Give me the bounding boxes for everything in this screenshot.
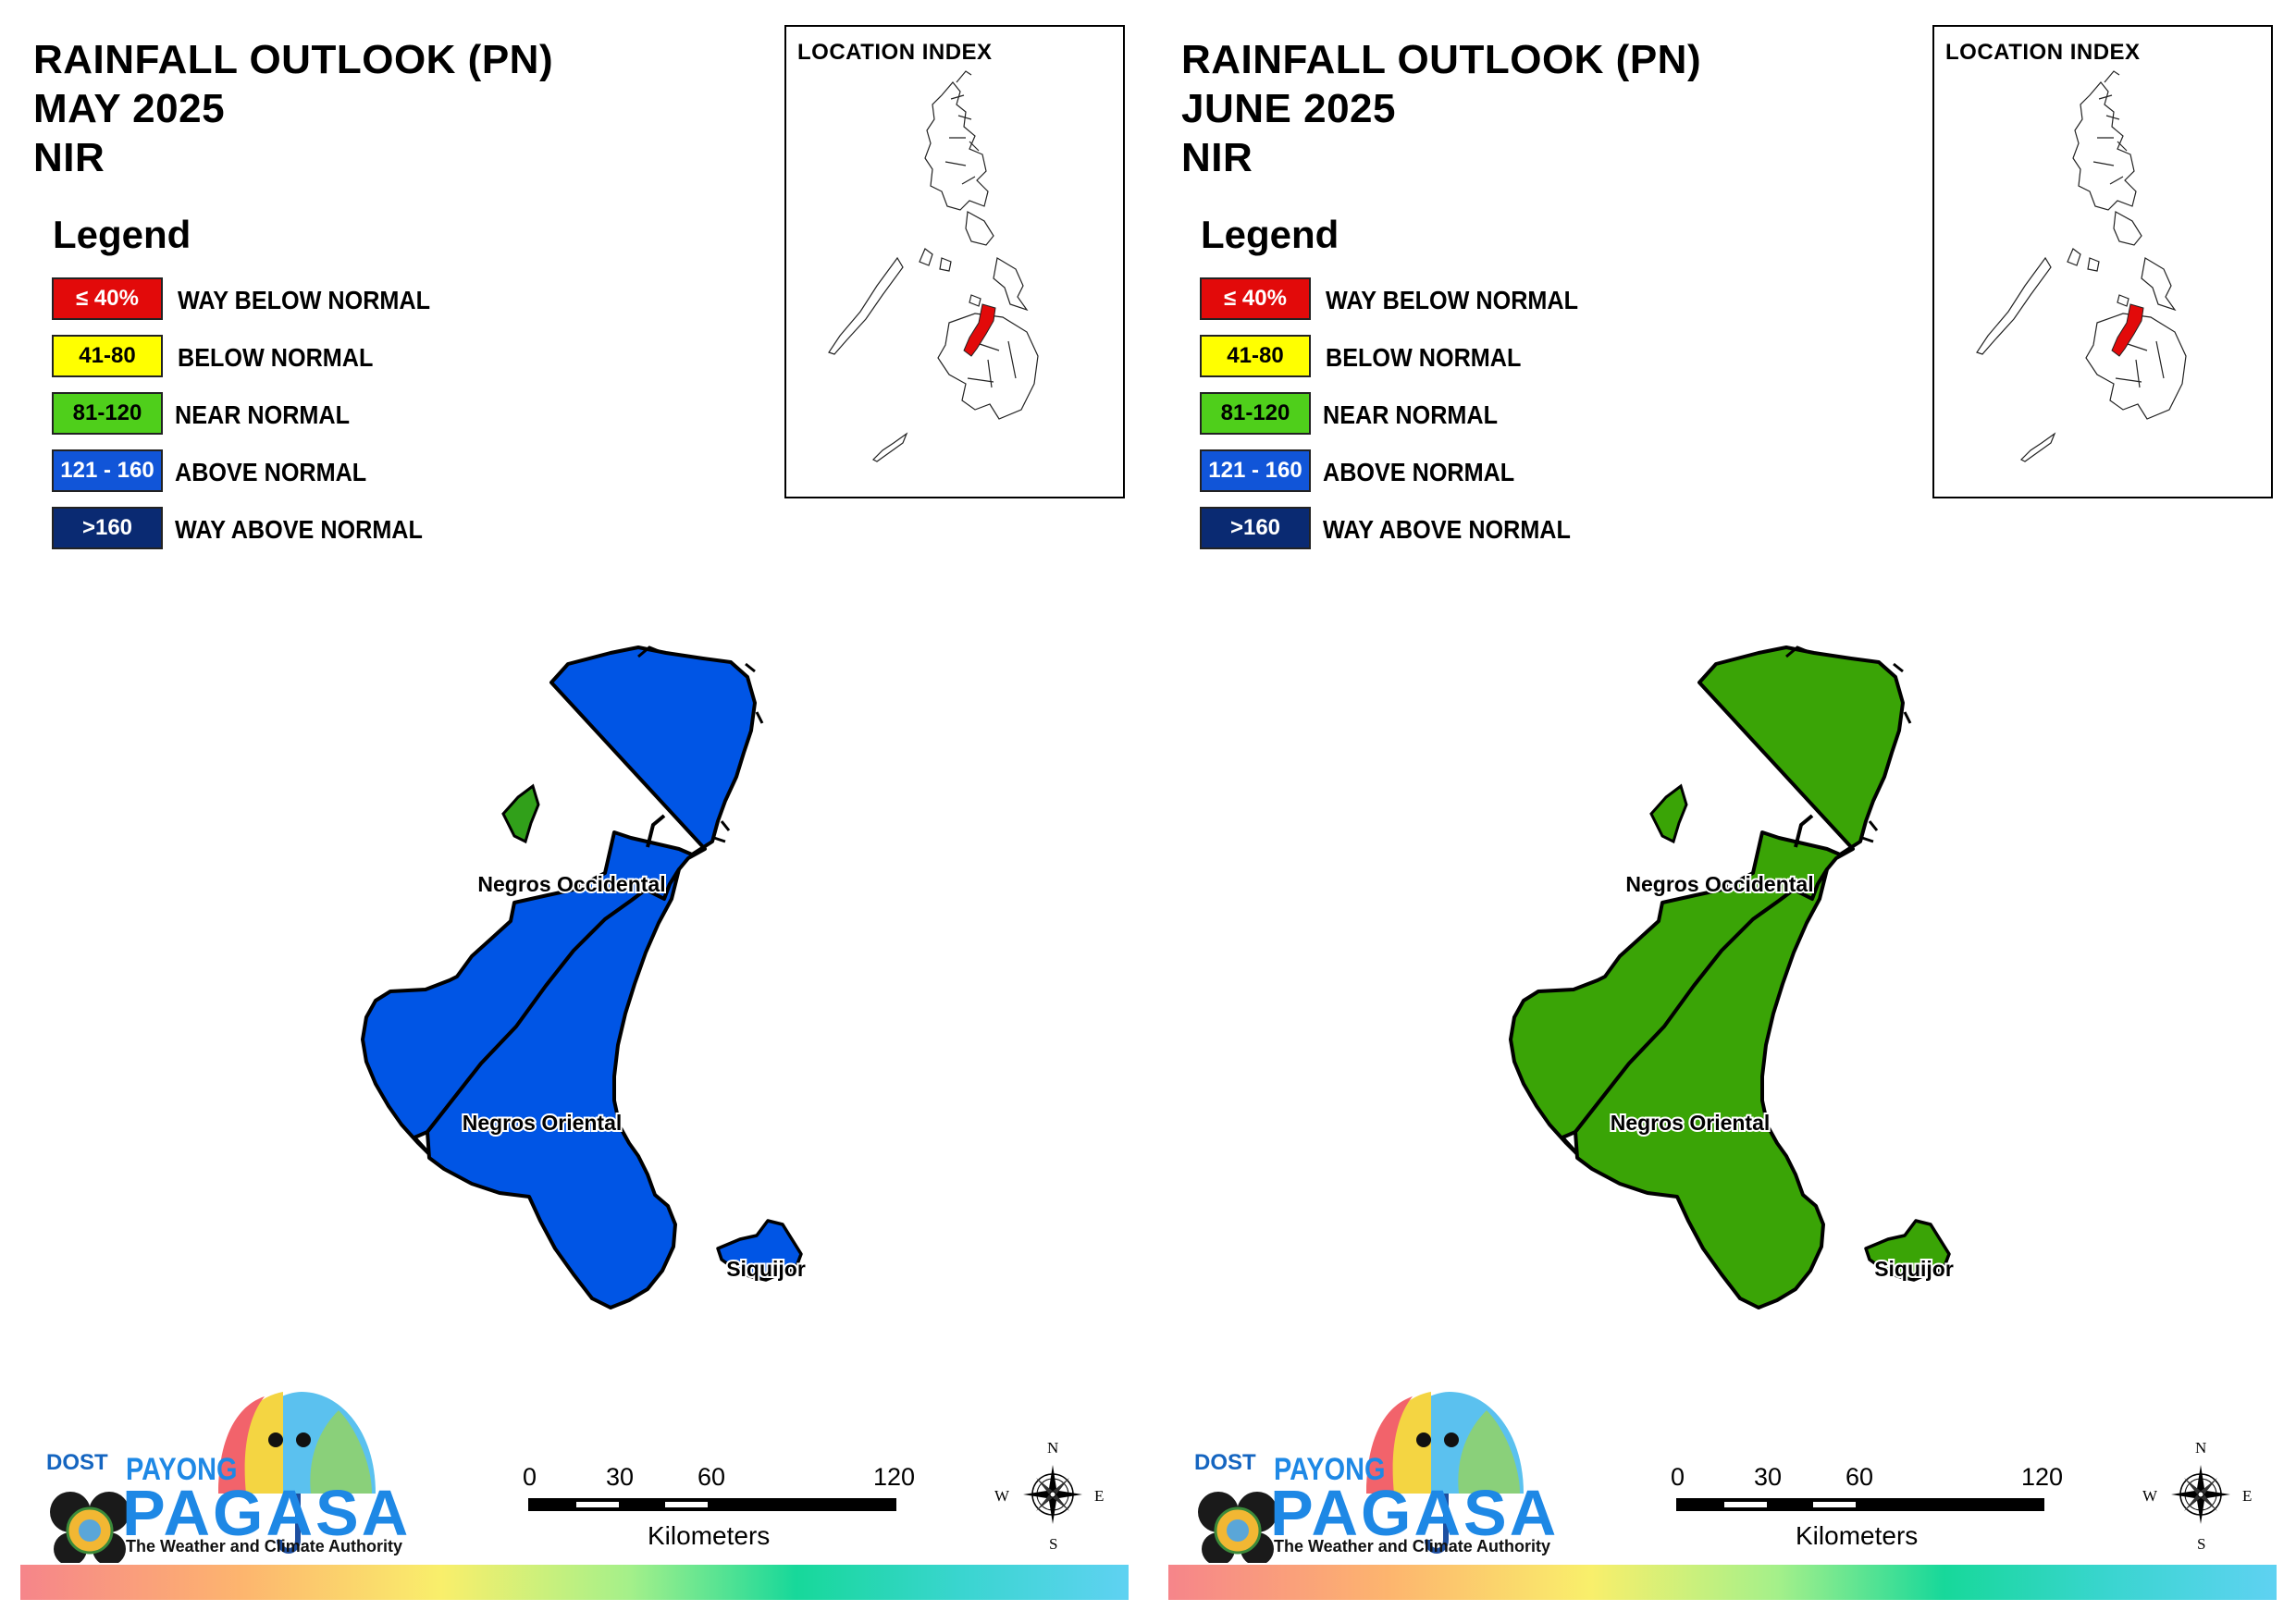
footer-gradient-bar — [20, 1565, 1129, 1600]
scale-tick-60: 60 — [697, 1463, 726, 1491]
panel-may-outlook: RAINFALL OUTLOOK (PN) MAY 2025 NIR Legen… — [20, 25, 1129, 1600]
negros-oriental-region — [426, 867, 681, 1309]
negros-highlight — [2111, 303, 2144, 357]
legend-label: WAY BELOW NORMAL — [1326, 286, 1579, 314]
label-negros-oriental: Negros Oriental — [463, 1111, 623, 1135]
compass-e: E — [1094, 1487, 1105, 1505]
negros-western-islet — [501, 783, 540, 844]
location-index-inset: LOCATION INDEX — [1932, 25, 2273, 498]
payong-pagasa-logo — [1198, 1392, 1524, 1563]
legend-swatch: 41-80 — [52, 335, 163, 377]
payong-pagasa-logo — [50, 1392, 376, 1563]
compass-n: N — [1047, 1439, 1059, 1457]
legend-label: BELOW NORMAL — [178, 343, 374, 372]
scale-units-label: Kilometers — [648, 1521, 771, 1550]
scale-tick-30: 30 — [606, 1463, 635, 1491]
compass-e: E — [2242, 1487, 2253, 1505]
title-region: NIR — [1181, 135, 1253, 180]
compass-n: N — [2195, 1439, 2207, 1457]
legend-label: WAY BELOW NORMAL — [178, 286, 431, 314]
label-negros-oriental: Negros Oriental — [1611, 1111, 1771, 1135]
scale-units-label: Kilometers — [1796, 1521, 1919, 1550]
label-negros-occidental: Negros Occidental — [1625, 872, 1813, 896]
logo-payong-text: PAYONG — [126, 1452, 238, 1487]
footer-gradient-bar — [1168, 1565, 2277, 1600]
legend-swatch: >160 — [52, 507, 163, 549]
north-arrow-compass-icon — [2171, 1465, 2230, 1524]
legend-swatch: >160 — [1200, 507, 1311, 549]
title-region: NIR — [33, 135, 105, 180]
title-line-1: RAINFALL OUTLOOK (PN) — [1181, 37, 1702, 82]
logo-pagasa-text: PAGASA — [122, 1477, 412, 1549]
umbrella-icon — [218, 1392, 376, 1554]
compass-s: S — [2197, 1535, 2206, 1553]
title-month: MAY 2025 — [33, 86, 226, 131]
title-month: JUNE 2025 — [1181, 86, 1396, 131]
negros-oriental-region — [1574, 867, 1829, 1309]
legend-title: Legend — [53, 213, 191, 256]
legend-label: WAY ABOVE NORMAL — [1323, 515, 1571, 544]
legend-label: WAY ABOVE NORMAL — [175, 515, 423, 544]
dost-emblem-icon — [1198, 1492, 1278, 1563]
location-index-title: LOCATION INDEX — [797, 40, 993, 65]
north-arrow-compass-icon — [1023, 1465, 1082, 1524]
map-title: RAINFALL OUTLOOK (PN) JUNE 2025 NIR — [1181, 35, 1701, 182]
legend-label: NEAR NORMAL — [175, 400, 350, 429]
logo-payong-text: PAYONG — [1274, 1452, 1386, 1487]
legend-label: ABOVE NORMAL — [1323, 458, 1515, 486]
label-siquijor: Siquijor — [726, 1257, 806, 1281]
negros-highlight — [963, 303, 996, 357]
umbrella-icon — [1366, 1392, 1524, 1554]
legend-label: BELOW NORMAL — [1326, 343, 1522, 372]
scale-tick-30: 30 — [1754, 1463, 1783, 1491]
dost-emblem-icon — [50, 1492, 130, 1563]
panel-june-outlook: RAINFALL OUTLOOK (PN) JUNE 2025 NIR Lege… — [1148, 0, 2296, 1623]
siquijor-region — [716, 1219, 803, 1282]
nir-rainfall-map: Negros Occidental Negros Oriental Siquij… — [361, 646, 808, 1309]
scale-tick-0: 0 — [523, 1463, 537, 1491]
legend-swatch: 41-80 — [1200, 335, 1311, 377]
scale-bar — [528, 1498, 896, 1511]
logo-tagline: The Weather and Climate Authority — [1274, 1537, 1551, 1555]
legend-swatch: 121 - 160 — [1200, 449, 1311, 492]
negros-western-islet — [1649, 783, 1688, 844]
legend-swatch: ≤ 40% — [1200, 277, 1311, 320]
scale-tick-120: 120 — [2021, 1463, 2064, 1491]
location-index-inset: LOCATION INDEX — [784, 25, 1125, 498]
legend-swatch: 81-120 — [1200, 392, 1311, 435]
legend-swatch: 121 - 160 — [52, 449, 163, 492]
logo-tagline: The Weather and Climate Authority — [126, 1537, 403, 1555]
compass-w: W — [994, 1487, 1010, 1505]
legend-swatch: ≤ 40% — [52, 277, 163, 320]
label-negros-occidental: Negros Occidental — [477, 872, 665, 896]
philippines-outline-map — [828, 70, 1039, 462]
philippines-outline-map — [1976, 70, 2187, 462]
scale-tick-60: 60 — [1845, 1463, 1874, 1491]
logo-dost-text: DOST — [46, 1450, 108, 1475]
compass-s: S — [1049, 1535, 1058, 1553]
location-index-title: LOCATION INDEX — [1945, 40, 2141, 65]
title-line-1: RAINFALL OUTLOOK (PN) — [33, 37, 554, 82]
compass-w: W — [2142, 1487, 2158, 1505]
logo-pagasa-text: PAGASA — [1270, 1477, 1560, 1549]
legend-swatch: 81-120 — [52, 392, 163, 435]
legend-title: Legend — [1201, 213, 1339, 256]
scale-tick-0: 0 — [1671, 1463, 1685, 1491]
siquijor-region — [1864, 1219, 1951, 1282]
label-siquijor: Siquijor — [1874, 1257, 1954, 1281]
legend-label: NEAR NORMAL — [1323, 400, 1498, 429]
scale-bar — [1676, 1498, 2044, 1511]
legend-label: ABOVE NORMAL — [175, 458, 367, 486]
scale-tick-120: 120 — [873, 1463, 916, 1491]
nir-rainfall-map: Negros Occidental Negros Oriental Siquij… — [1509, 646, 1956, 1309]
map-title: RAINFALL OUTLOOK (PN) MAY 2025 NIR — [33, 35, 553, 182]
logo-dost-text: DOST — [1194, 1450, 1256, 1475]
